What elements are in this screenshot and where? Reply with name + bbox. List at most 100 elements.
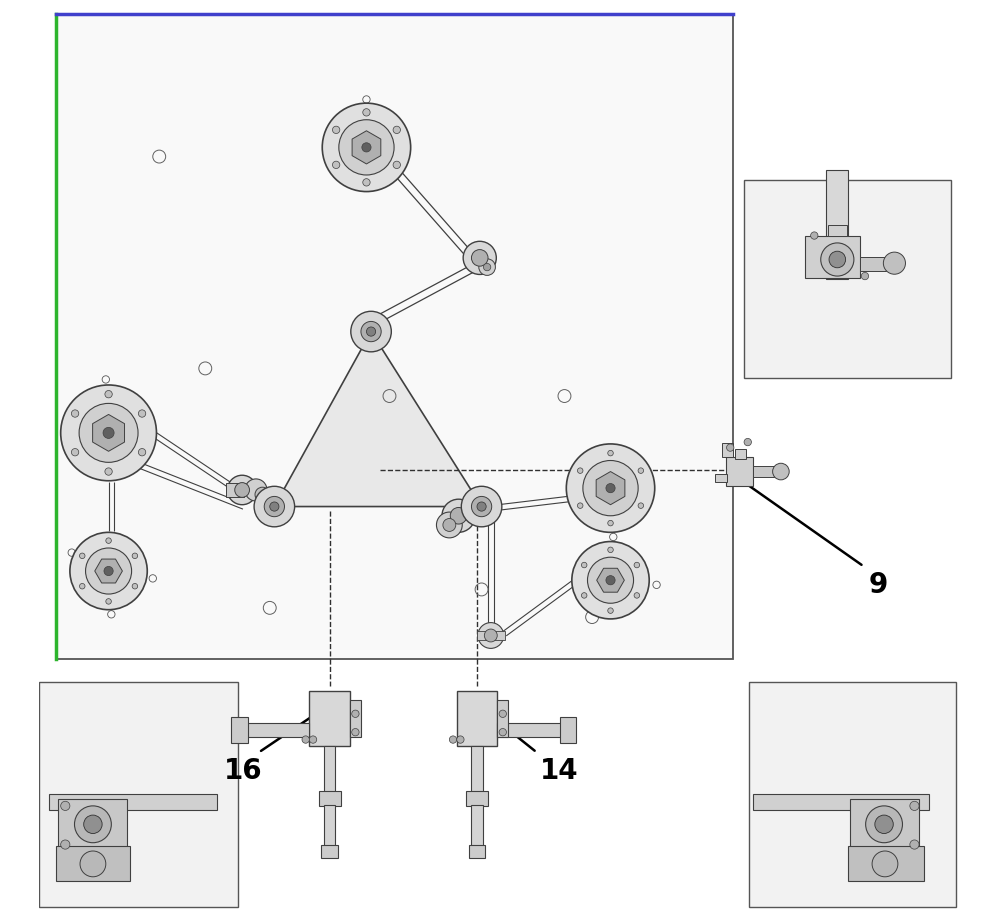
Circle shape	[910, 840, 919, 849]
Bar	[471, 805, 483, 847]
Circle shape	[363, 179, 370, 186]
Circle shape	[457, 736, 464, 743]
Circle shape	[581, 562, 587, 567]
Bar	[321, 845, 338, 858]
Circle shape	[829, 251, 846, 268]
Circle shape	[86, 548, 132, 594]
Circle shape	[442, 499, 475, 532]
Circle shape	[362, 143, 371, 152]
Bar	[56, 14, 733, 659]
Bar	[805, 237, 860, 278]
Circle shape	[608, 547, 613, 553]
Circle shape	[872, 851, 898, 877]
Circle shape	[227, 475, 257, 505]
Circle shape	[477, 502, 486, 511]
Bar	[56, 846, 130, 881]
Circle shape	[484, 629, 497, 642]
Circle shape	[478, 623, 504, 648]
Text: 9: 9	[868, 571, 888, 599]
Bar	[466, 791, 488, 806]
Circle shape	[577, 503, 583, 508]
Bar	[457, 691, 497, 746]
Circle shape	[138, 449, 146, 456]
Circle shape	[309, 736, 317, 743]
Circle shape	[910, 801, 919, 810]
Circle shape	[352, 710, 359, 717]
Circle shape	[443, 519, 456, 531]
Circle shape	[875, 815, 893, 834]
Circle shape	[361, 321, 381, 342]
Circle shape	[106, 538, 111, 543]
Bar	[231, 717, 248, 743]
Bar	[319, 791, 341, 806]
Circle shape	[103, 427, 114, 438]
Circle shape	[61, 801, 70, 810]
Circle shape	[744, 438, 751, 446]
Bar	[49, 794, 217, 810]
Text: 16: 16	[224, 757, 262, 785]
Circle shape	[74, 806, 111, 843]
Circle shape	[352, 729, 359, 736]
Circle shape	[483, 263, 491, 271]
Circle shape	[105, 468, 112, 475]
Circle shape	[79, 584, 85, 589]
Bar	[226, 483, 244, 497]
Circle shape	[471, 250, 488, 266]
Circle shape	[339, 120, 394, 175]
Circle shape	[71, 449, 79, 456]
Circle shape	[606, 484, 615, 493]
Circle shape	[581, 593, 587, 599]
Circle shape	[363, 109, 370, 116]
Circle shape	[106, 599, 111, 604]
Circle shape	[79, 553, 85, 558]
Circle shape	[332, 126, 340, 134]
Circle shape	[264, 496, 284, 517]
Circle shape	[366, 327, 376, 336]
Text: 14: 14	[540, 757, 578, 785]
Bar	[826, 169, 848, 279]
Circle shape	[883, 252, 905, 274]
Circle shape	[351, 311, 391, 352]
Circle shape	[499, 710, 506, 717]
Bar	[753, 794, 929, 810]
Bar	[850, 799, 919, 850]
Circle shape	[866, 806, 902, 843]
Circle shape	[105, 391, 112, 398]
Polygon shape	[95, 559, 122, 583]
Circle shape	[479, 259, 495, 275]
Bar	[39, 682, 238, 907]
Circle shape	[606, 576, 615, 585]
Circle shape	[61, 385, 156, 481]
Bar	[722, 443, 733, 457]
Bar	[309, 691, 350, 746]
Circle shape	[61, 840, 70, 849]
Circle shape	[235, 483, 249, 497]
Circle shape	[245, 479, 267, 501]
Circle shape	[583, 460, 638, 516]
Bar	[471, 746, 483, 792]
Circle shape	[471, 496, 492, 517]
Circle shape	[450, 507, 467, 524]
Bar	[744, 180, 951, 378]
Circle shape	[634, 593, 640, 599]
Circle shape	[499, 729, 506, 736]
Bar	[828, 226, 847, 237]
Bar	[324, 746, 335, 792]
Circle shape	[861, 273, 869, 280]
Circle shape	[138, 410, 146, 417]
Bar	[497, 723, 562, 737]
Circle shape	[449, 736, 457, 743]
Bar	[848, 846, 924, 881]
Bar	[749, 682, 956, 907]
Circle shape	[727, 444, 734, 451]
Circle shape	[80, 851, 106, 877]
Circle shape	[255, 487, 270, 502]
Bar	[324, 805, 335, 847]
Circle shape	[270, 502, 279, 511]
Circle shape	[132, 553, 138, 558]
Circle shape	[332, 161, 340, 169]
Circle shape	[608, 520, 613, 526]
Circle shape	[132, 584, 138, 589]
Bar	[753, 466, 774, 477]
Circle shape	[79, 403, 138, 462]
